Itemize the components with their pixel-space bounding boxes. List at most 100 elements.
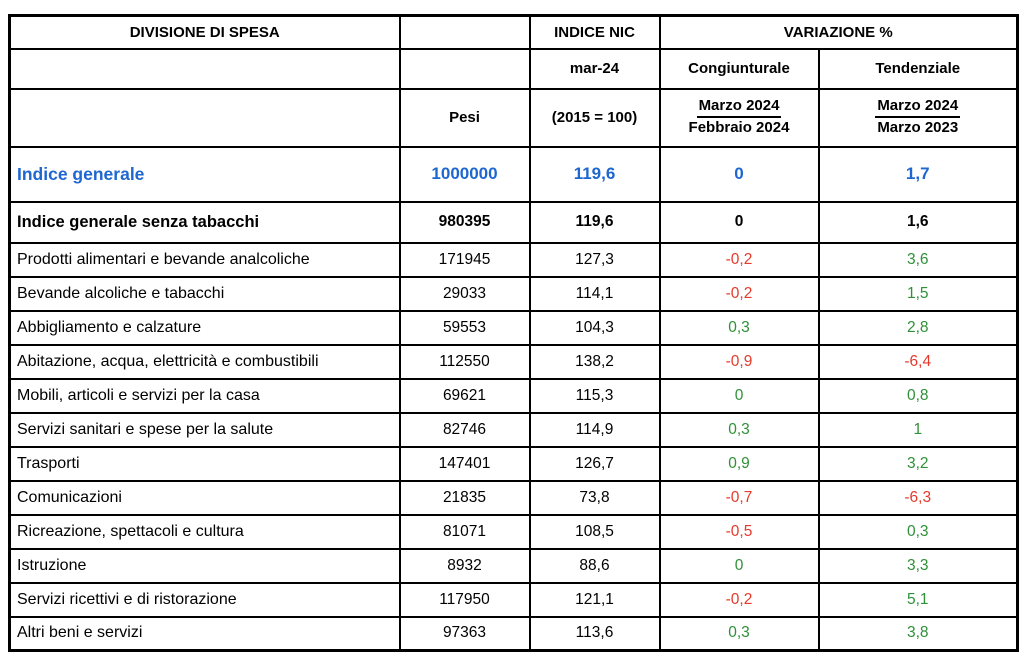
row-congiunturale-value: 0,9 xyxy=(658,445,820,482)
row-congiunturale-value: -0,2 xyxy=(658,241,820,278)
row-pesi-value: 97363 xyxy=(398,615,531,652)
table-row: Ricreazione, spettacoli e cultura 81071 … xyxy=(8,513,1019,550)
row-label: Bevande alcoliche e tabacchi xyxy=(8,275,401,312)
row-indice-value: 119,6 xyxy=(528,200,661,244)
row-pesi-value: 82746 xyxy=(398,411,531,448)
row-pesi-value: 147401 xyxy=(398,445,531,482)
row-congiunturale-value: 0 xyxy=(658,377,820,414)
row-label: Altri beni e servizi xyxy=(8,615,401,652)
row-indice-value: 121,1 xyxy=(528,581,661,618)
row-pesi-value: 980395 xyxy=(398,200,531,244)
row-congiunturale-value: 0 xyxy=(658,145,820,203)
table-row: Altri beni e servizi 97363 113,6 0,3 3,8 xyxy=(8,615,1019,652)
row-pesi-value: 8932 xyxy=(398,547,531,584)
row-pesi-value: 69621 xyxy=(398,377,531,414)
row-tendenziale-value: 3,6 xyxy=(817,241,1019,278)
row-congiunturale-value: 0 xyxy=(658,200,820,244)
row-label: Comunicazioni xyxy=(8,479,401,516)
congiunturale-denominator: Febbraio 2024 xyxy=(688,119,790,137)
header-empty-cell-4 xyxy=(8,87,401,148)
nic-index-table: DIVISIONE DI SPESA INDICE NIC VARIAZIONE… xyxy=(8,14,1019,652)
row-indice-value: 127,3 xyxy=(528,241,661,278)
table-row: Abbigliamento e calzature 59553 104,3 0,… xyxy=(8,309,1019,346)
table-row: Abitazione, acqua, elettricità e combust… xyxy=(8,343,1019,380)
row-congiunturale-value: -0,7 xyxy=(658,479,820,516)
row-indice-value: 138,2 xyxy=(528,343,661,380)
header-variazione-percent: VARIAZIONE % xyxy=(658,14,1019,50)
row-pesi-value: 117950 xyxy=(398,581,531,618)
row-indice-value: 119,6 xyxy=(528,145,661,203)
row-indice-value: 88,6 xyxy=(528,547,661,584)
row-label: Servizi sanitari e spese per la salute xyxy=(8,411,401,448)
table-row: Comunicazioni 21835 73,8 -0,7 -6,3 xyxy=(8,479,1019,516)
row-label: Trasporti xyxy=(8,445,401,482)
row-tendenziale-value: 1,5 xyxy=(817,275,1019,312)
row-tendenziale-value: 3,2 xyxy=(817,445,1019,482)
table-row: Servizi ricettivi e di ristorazione 1179… xyxy=(8,581,1019,618)
row-tendenziale-value: 1 xyxy=(817,411,1019,448)
header-row-2: mar-24 Congiunturale Tendenziale xyxy=(8,47,1019,90)
row-congiunturale-value: 0,3 xyxy=(658,411,820,448)
row-pesi-value: 171945 xyxy=(398,241,531,278)
row-congiunturale-value: -0,2 xyxy=(658,581,820,618)
row-indice-value: 113,6 xyxy=(528,615,661,652)
row-label: Prodotti alimentari e bevande analcolich… xyxy=(8,241,401,278)
row-indice-value: 114,9 xyxy=(528,411,661,448)
row-indice-value: 115,3 xyxy=(528,377,661,414)
header-indice-nic: INDICE NIC xyxy=(528,14,661,50)
row-indice-value: 104,3 xyxy=(528,309,661,346)
table-row: Bevande alcoliche e tabacchi 29033 114,1… xyxy=(8,275,1019,312)
row-tendenziale-value: 3,3 xyxy=(817,547,1019,584)
row-indice-value: 114,1 xyxy=(528,275,661,312)
header-empty-cell-1 xyxy=(398,14,531,50)
row-indice-value: 126,7 xyxy=(528,445,661,482)
row-pesi-value: 29033 xyxy=(398,275,531,312)
row-tendenziale-value: 5,1 xyxy=(817,581,1019,618)
row-indice-value: 73,8 xyxy=(528,479,661,516)
tendenziale-numerator: Marzo 2024 xyxy=(875,97,961,119)
row-label: Indice generale xyxy=(8,145,401,203)
header-pesi: Pesi xyxy=(398,87,531,148)
row-tendenziale-value: 1,7 xyxy=(817,145,1019,203)
row-label: Abitazione, acqua, elettricità e combust… xyxy=(8,343,401,380)
row-label: Servizi ricettivi e di ristorazione xyxy=(8,581,401,618)
row-pesi-value: 112550 xyxy=(398,343,531,380)
header-congiunturale-periods: Marzo 2024 Febbraio 2024 xyxy=(658,87,820,148)
row-congiunturale-value: 0,3 xyxy=(658,615,820,652)
header-row-1: DIVISIONE DI SPESA INDICE NIC VARIAZIONE… xyxy=(8,14,1019,50)
row-pesi-value: 1000000 xyxy=(398,145,531,203)
row-label: Indice generale senza tabacchi xyxy=(8,200,401,244)
row-indice-value: 108,5 xyxy=(528,513,661,550)
table-row: Indice generale 1000000 119,6 0 1,7 xyxy=(8,145,1019,203)
table-row: Prodotti alimentari e bevande analcolich… xyxy=(8,241,1019,278)
header-row-3: Pesi (2015 = 100) Marzo 2024 Febbraio 20… xyxy=(8,87,1019,148)
table-body: Indice generale 1000000 119,6 0 1,7 Indi… xyxy=(8,145,1019,652)
row-tendenziale-value: 0,8 xyxy=(817,377,1019,414)
row-congiunturale-value: 0 xyxy=(658,547,820,584)
header-period-mar-24: mar-24 xyxy=(528,47,661,90)
row-pesi-value: 21835 xyxy=(398,479,531,516)
tendenziale-denominator: Marzo 2023 xyxy=(877,119,959,137)
header-base-2015: (2015 = 100) xyxy=(528,87,661,148)
row-tendenziale-value: -6,4 xyxy=(817,343,1019,380)
header-divisione-di-spesa: DIVISIONE DI SPESA xyxy=(8,14,401,50)
header-tendenziale: Tendenziale xyxy=(817,47,1019,90)
row-congiunturale-value: -0,2 xyxy=(658,275,820,312)
row-label: Mobili, articoli e servizi per la casa xyxy=(8,377,401,414)
row-congiunturale-value: 0,3 xyxy=(658,309,820,346)
row-label: Abbigliamento e calzature xyxy=(8,309,401,346)
header-empty-cell-3 xyxy=(398,47,531,90)
table-row: Mobili, articoli e servizi per la casa 6… xyxy=(8,377,1019,414)
row-congiunturale-value: -0,9 xyxy=(658,343,820,380)
table-row: Indice generale senza tabacchi 980395 11… xyxy=(8,200,1019,244)
row-label: Ricreazione, spettacoli e cultura xyxy=(8,513,401,550)
congiunturale-numerator: Marzo 2024 xyxy=(696,97,782,119)
row-tendenziale-value: -6,3 xyxy=(817,479,1019,516)
row-tendenziale-value: 3,8 xyxy=(817,615,1019,652)
table-row: Servizi sanitari e spese per la salute 8… xyxy=(8,411,1019,448)
row-pesi-value: 59553 xyxy=(398,309,531,346)
row-tendenziale-value: 0,3 xyxy=(817,513,1019,550)
table-header: DIVISIONE DI SPESA INDICE NIC VARIAZIONE… xyxy=(8,14,1019,148)
table-row: Trasporti 147401 126,7 0,9 3,2 xyxy=(8,445,1019,482)
row-tendenziale-value: 2,8 xyxy=(817,309,1019,346)
